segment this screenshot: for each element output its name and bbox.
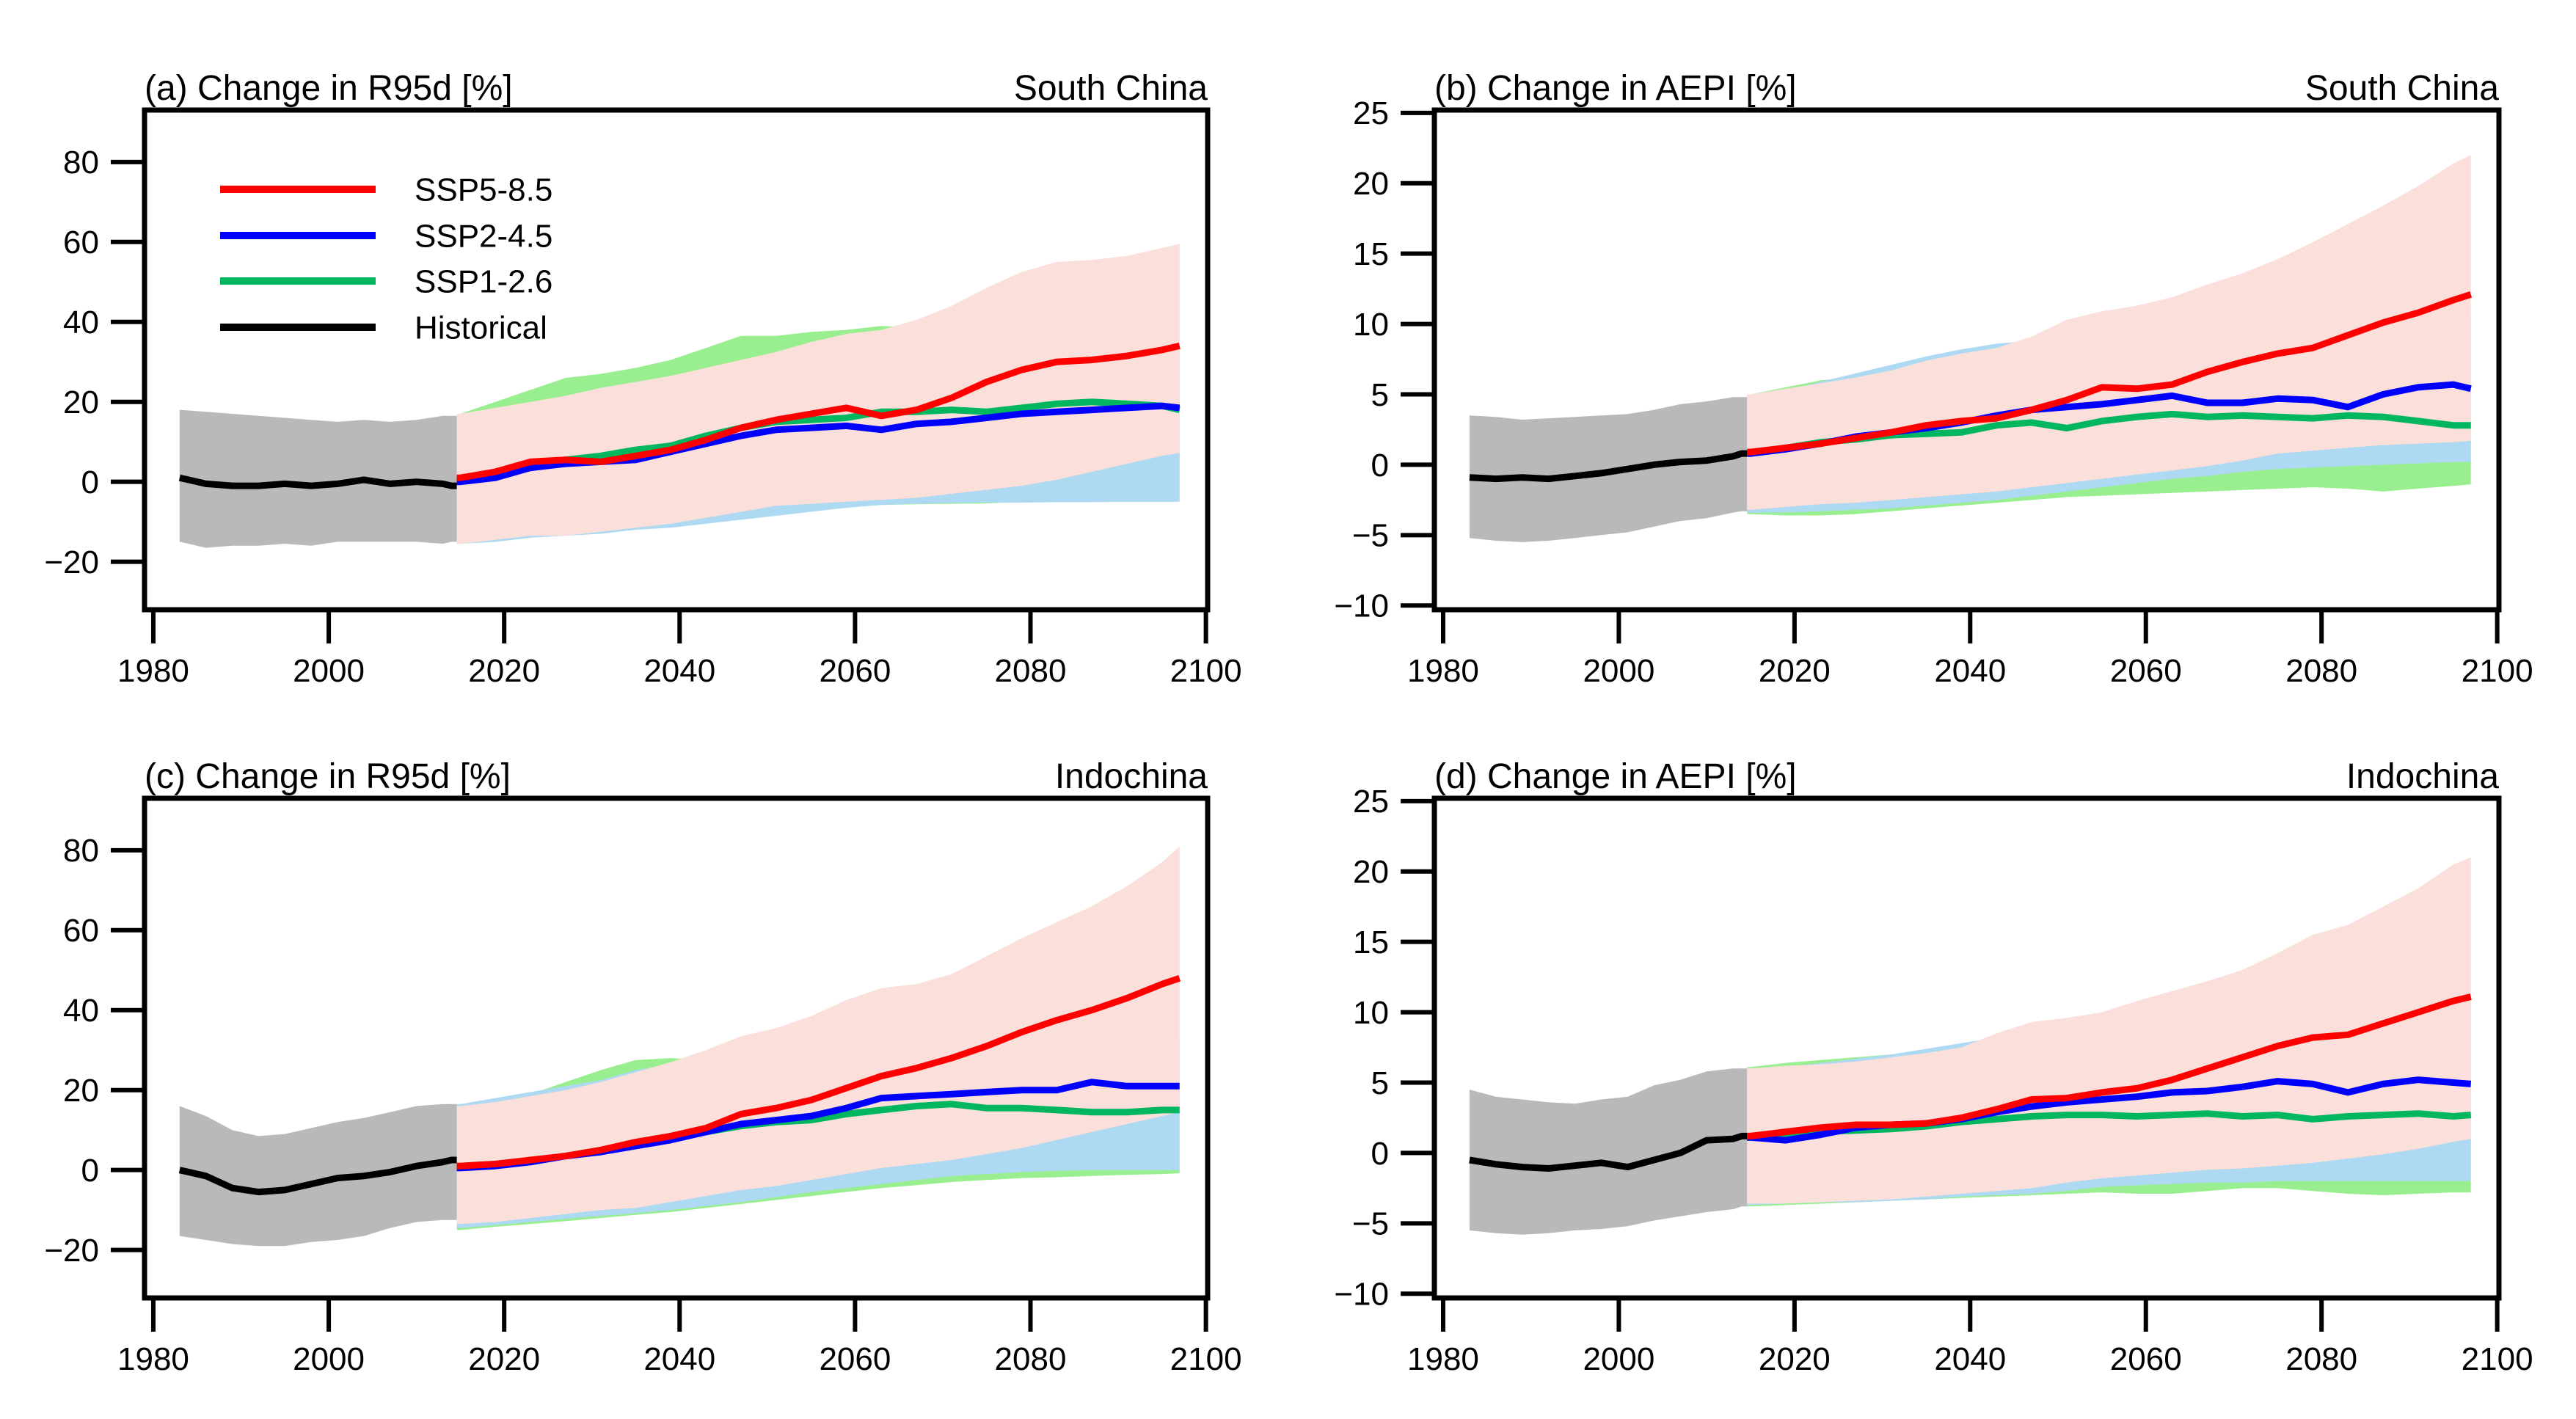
x-tick-label: 1980: [1407, 1341, 1479, 1377]
x-tick-label: 2060: [2110, 1341, 2182, 1377]
line-historical: [1469, 1132, 1748, 1172]
y-tick-label: 80: [63, 833, 99, 869]
y-tick-label: 60: [63, 225, 99, 260]
line-ssp585: [1747, 291, 2473, 456]
x-tick-label: 2100: [1170, 653, 1242, 689]
y-tick-label: −10: [1334, 1277, 1389, 1313]
band-historical: [179, 409, 457, 548]
panel-b-plot-area: −10 −5 0 5 10 15 20 25 1980 2000 2020 2040 2060 2080 2…: [1334, 95, 2533, 689]
y-tick-label: 0: [1371, 1136, 1389, 1172]
x-tick-label: 2060: [2110, 653, 2182, 689]
line-historical: [178, 1156, 457, 1196]
x-tick-label: 2020: [468, 1341, 540, 1377]
x-tick-label: 2080: [2285, 653, 2357, 689]
y-tick-label: −10: [1334, 588, 1389, 624]
legend-label-ssp126: SSP1-2.6: [415, 263, 552, 299]
y-tick-label: 10: [1353, 995, 1389, 1031]
x-tick-label: 2000: [1583, 653, 1654, 689]
panel-chart-b: −10 −5 0 5 10 15 20 25 1980 2000 2020 2040 2060 2080 2…: [1334, 69, 2533, 689]
line-ssp585: [456, 343, 1181, 481]
x-tick-label: 2100: [2462, 653, 2533, 689]
x-tick-label: 2020: [1759, 1341, 1831, 1377]
y-tick-label: 20: [1353, 166, 1389, 202]
y-tick-label: −5: [1352, 518, 1389, 554]
y-tick-label: 80: [63, 145, 99, 180]
panel-c-title: (c) Change in R95d [%]: [145, 757, 511, 796]
y-tick-label: 40: [63, 304, 99, 340]
panel-d-title: (d) Change in AEPI [%]: [1434, 757, 1797, 796]
y-tick-label: 0: [1371, 448, 1389, 484]
legend: SSP5-8.5 SSP2-4.5 SSP1-2.6 Historical: [220, 172, 552, 346]
y-tick-label: 25: [1353, 784, 1389, 820]
panel-a-title: (a) Change in R95d [%]: [145, 69, 513, 108]
x-tick-label: 2020: [1759, 653, 1831, 689]
y-tick-label: 25: [1353, 95, 1389, 131]
y-tick-label: 10: [1353, 307, 1389, 343]
legend-label-historical: Historical: [415, 310, 547, 346]
x-tick-label: 2000: [293, 653, 365, 689]
x-tick-label: 2040: [643, 653, 715, 689]
band-ssp585: [1747, 155, 2471, 510]
line-ssp245: [456, 402, 1181, 486]
panel-b-title: (b) Change in AEPI [%]: [1434, 69, 1797, 108]
axis-frame: [142, 107, 1211, 613]
x-tick-label: 2040: [1934, 1341, 2006, 1377]
x-tick-label: 2100: [2462, 1341, 2533, 1377]
x-tick-label: 2020: [468, 653, 540, 689]
x-tick-label: 2100: [1170, 1341, 1242, 1377]
x-tick-label: 2040: [643, 1341, 715, 1377]
y-tick-label: 0: [81, 464, 99, 500]
line-historical: [1469, 450, 1748, 483]
panel-d-plot-area: −10 −5 0 5 10 15 20 25 1980 2000 2020 2040 2060 2080 2…: [1334, 784, 2533, 1377]
y-tick-label: 15: [1353, 236, 1389, 272]
x-tick-label: 2060: [819, 653, 891, 689]
y-tick-label: −20: [44, 544, 99, 580]
y-tick-label: 20: [63, 384, 99, 420]
y-tick-label: 40: [63, 993, 99, 1029]
x-tick-label: 1980: [1407, 653, 1479, 689]
band-historical: [179, 1104, 457, 1247]
x-tick-label: 2080: [995, 653, 1067, 689]
x-tick-label: 2040: [1934, 653, 2006, 689]
x-tick-label: 2080: [2285, 1341, 2357, 1377]
y-tick-label: −5: [1352, 1206, 1389, 1242]
line-ssp585: [1747, 993, 2472, 1139]
band-historical: [1469, 1068, 1748, 1235]
y-tick-label: 5: [1371, 1065, 1389, 1101]
line-ssp585: [456, 974, 1181, 1170]
axis-frame: [1431, 107, 2502, 613]
x-tick-label: 2000: [1583, 1341, 1654, 1377]
y-tick-label: −20: [44, 1233, 99, 1269]
panel-chart-d: −10 −5 0 5 10 15 20 25 1980 2000 2020 2040 2060 2080 2…: [1334, 757, 2533, 1377]
panel-a-region-label: South China: [1014, 69, 1208, 108]
panel-b-region-label: South China: [2305, 69, 2499, 108]
axis-frame: [1431, 795, 2502, 1301]
y-tick-label: 5: [1371, 377, 1389, 413]
legend-label-ssp245: SSP2-4.5: [415, 218, 552, 254]
panel-d-region-label: Indochina: [2346, 757, 2499, 796]
x-tick-label: 2080: [995, 1341, 1067, 1377]
band-ssp585: [456, 846, 1180, 1225]
y-tick-label: 20: [1353, 854, 1389, 890]
panel-c-region-label: Indochina: [1055, 757, 1208, 796]
x-tick-label: 1980: [117, 1341, 189, 1377]
y-tick-label: 0: [81, 1153, 99, 1189]
axis-frame: [142, 795, 1211, 1301]
legend-label-ssp585: SSP5-8.5: [415, 172, 552, 208]
line-ssp245: [1747, 1076, 2472, 1144]
y-tick-label: 60: [63, 913, 99, 949]
band-ssp585: [456, 244, 1180, 544]
y-tick-label: 15: [1353, 924, 1389, 960]
x-tick-label: 1980: [117, 653, 189, 689]
y-tick-label: 20: [63, 1073, 99, 1109]
x-tick-label: 2000: [293, 1341, 365, 1377]
line-historical: [178, 474, 457, 489]
x-tick-label: 2060: [819, 1341, 891, 1377]
